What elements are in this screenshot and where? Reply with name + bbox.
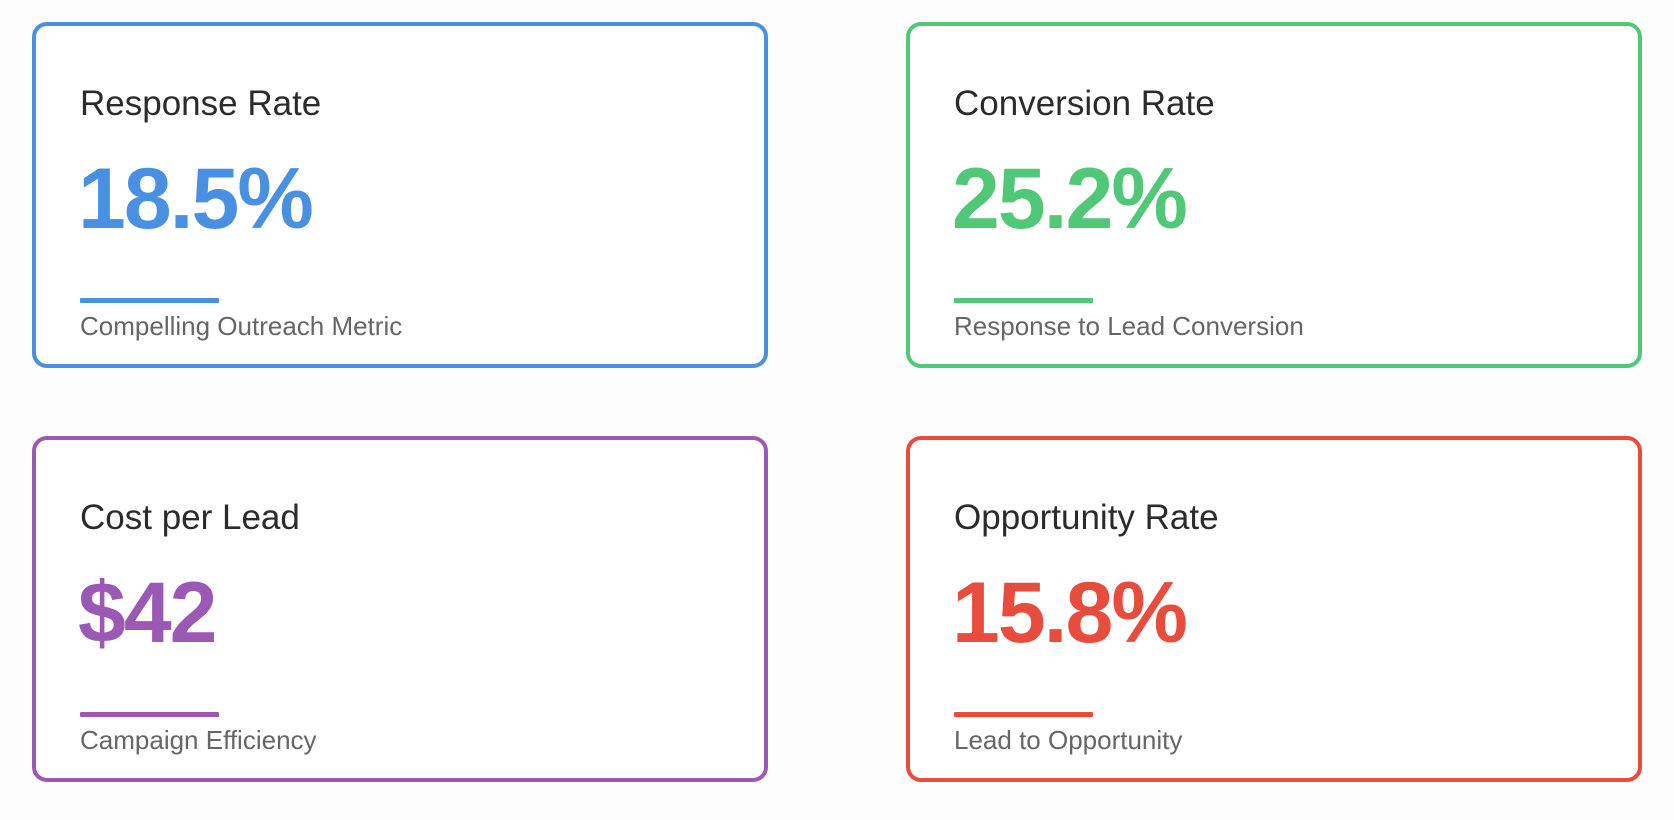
metric-title: Cost per Lead	[80, 498, 300, 537]
metric-card-opportunity-rate: Opportunity Rate 15.8% Lead to Opportuni…	[906, 436, 1642, 782]
metric-value: 15.8%	[952, 565, 1188, 661]
metric-card-response-rate: Response Rate 18.5% Compelling Outreach …	[32, 22, 768, 368]
metric-card-cost-per-lead: Cost per Lead $42 Campaign Efficiency	[32, 436, 768, 782]
metric-value: 18.5%	[78, 151, 314, 247]
metric-title: Response Rate	[80, 84, 322, 123]
metric-subtitle: Compelling Outreach Metric	[80, 311, 403, 341]
metric-card-conversion-rate: Conversion Rate 25.2% Response to Lead C…	[906, 22, 1642, 368]
metric-title: Opportunity Rate	[954, 498, 1219, 537]
metric-accent-line	[80, 712, 219, 717]
metric-accent-line	[80, 298, 219, 303]
metric-subtitle: Response to Lead Conversion	[954, 311, 1304, 341]
metric-title: Conversion Rate	[954, 84, 1215, 123]
metric-accent-line	[954, 298, 1093, 303]
metric-accent-line	[954, 712, 1093, 717]
metric-value: 25.2%	[952, 151, 1188, 247]
metric-subtitle: Campaign Efficiency	[80, 725, 317, 755]
metrics-grid: Response Rate 18.5% Compelling Outreach …	[32, 22, 1642, 782]
metric-value: $42	[78, 565, 217, 661]
metric-subtitle: Lead to Opportunity	[954, 725, 1183, 755]
